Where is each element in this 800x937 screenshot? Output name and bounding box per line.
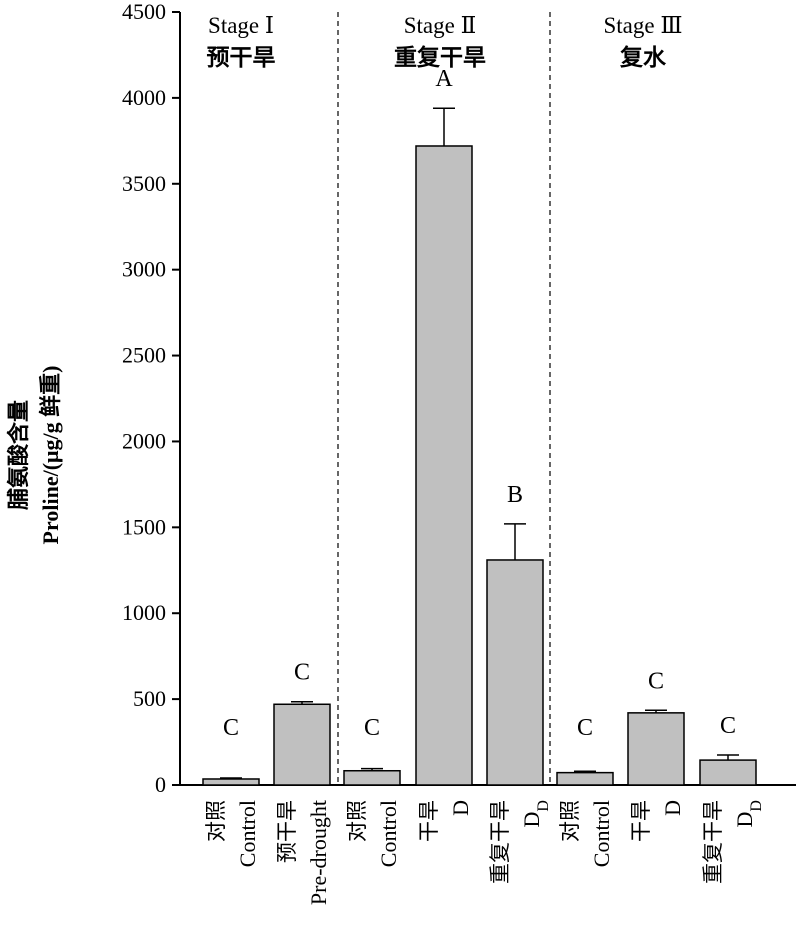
significance-letter: C: [294, 660, 310, 686]
category-label-en: Control: [589, 800, 614, 867]
category-label-en: DD: [519, 800, 552, 827]
bar: [202, 778, 260, 786]
category-label: 对照 Control: [345, 800, 401, 867]
bar: [415, 145, 473, 786]
category-label-en: Control: [376, 800, 401, 867]
stage-subtitle: 预干旱: [207, 45, 276, 71]
bar: [699, 759, 757, 786]
category-label-subscript: D: [748, 800, 765, 812]
y-tick-label: 3500: [122, 171, 166, 196]
y-tick-label: 2500: [122, 343, 166, 368]
y-axis-label: 脯氨酸含量 Proline/(μg/g 鲜重): [6, 366, 63, 545]
y-axis-label-en: Proline/(μg/g 鲜重): [38, 366, 63, 545]
category-label-cn: 重复干旱: [701, 800, 725, 884]
bar: [486, 559, 544, 786]
category-labels: 对照 Control 预干旱 Pre-drought 对照 Control 干旱 D 重复干旱 D…: [204, 800, 765, 905]
category-label-en: Control: [235, 800, 260, 867]
stage-title: Stage Ⅰ: [208, 13, 274, 38]
category-label-cn: 干旱: [629, 800, 653, 842]
significance-letter: C: [648, 668, 664, 694]
category-label-en: D: [660, 800, 685, 816]
bars: C C C A B C C C: [202, 66, 757, 786]
significance-letter: A: [435, 66, 453, 92]
stage-subtitle: 重复干旱: [394, 45, 486, 71]
y-tick-label: 1000: [122, 600, 166, 625]
category-label-cn: 重复干旱: [488, 800, 512, 884]
y-tick-label: 0: [155, 772, 166, 797]
category-label-cn: 预干旱: [275, 800, 299, 863]
category-label-en: Pre-drought: [306, 800, 331, 905]
category-label-en: D: [448, 800, 473, 816]
y-tick-label: 3000: [122, 257, 166, 282]
category-label: 预干旱 Pre-drought: [275, 800, 331, 905]
category-label: 对照 Control: [204, 800, 260, 867]
axes: 0 500 1000 1500 2000 2500 3000 3500 4000 4500: [122, 0, 796, 797]
bar: [273, 703, 331, 786]
category-label-cn: 干旱: [417, 800, 441, 842]
category-label-cn: 对照: [204, 800, 228, 842]
category-label: 干旱 D: [629, 800, 685, 842]
category-label: 对照 Control: [558, 800, 614, 867]
significance-letter: C: [364, 715, 380, 741]
significance-letter: B: [507, 482, 523, 508]
category-label-subscript: D: [535, 800, 552, 812]
category-label-en: DD: [732, 800, 765, 827]
y-tick-label: 1500: [122, 514, 166, 539]
stage-titles: Stage Ⅰ 预干旱 Stage Ⅱ 重复干旱 Stage Ⅲ 复水: [207, 13, 683, 71]
category-label: 重复干旱 DD: [488, 800, 552, 884]
y-tick-label: 4000: [122, 85, 166, 110]
category-label-cn: 对照: [345, 800, 369, 842]
stage-title: Stage Ⅲ: [603, 13, 682, 38]
category-label: 重复干旱 DD: [701, 800, 765, 884]
y-tick-label: 4500: [122, 0, 166, 24]
significance-letter: C: [577, 715, 593, 741]
bar: [343, 769, 401, 786]
significance-letter: C: [223, 715, 239, 741]
stage-subtitle: 复水: [619, 45, 667, 71]
stage-dividers: [337, 12, 551, 785]
y-tick-label: 2000: [122, 428, 166, 453]
significance-letter: C: [720, 713, 736, 739]
stage-title: Stage Ⅱ: [404, 13, 476, 38]
bar: [627, 712, 685, 786]
y-tick-label: 500: [133, 686, 166, 711]
y-axis-label-cn: 脯氨酸含量: [6, 400, 32, 510]
bar: [556, 771, 614, 786]
category-label: 干旱 D: [417, 800, 473, 842]
category-label-cn: 对照: [558, 800, 582, 842]
